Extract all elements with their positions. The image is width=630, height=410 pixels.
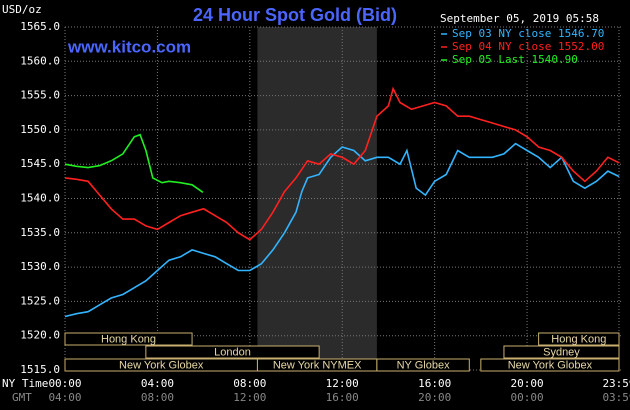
- x-row-label: GMT: [12, 391, 32, 404]
- legend-entry: Sep 03 NY close 1546.70: [452, 27, 604, 40]
- y-tick-label: 1550.0: [20, 123, 60, 136]
- session-bar: [145, 345, 320, 359]
- x-tick-label: 23:59: [602, 377, 630, 390]
- x-tick-label: 08:00: [233, 377, 266, 390]
- series-line: [64, 133, 204, 193]
- session-label: Hong Kong: [551, 333, 606, 345]
- y-tick-label: 1545.0: [20, 157, 60, 170]
- y-tick-label: 1525.0: [20, 294, 60, 307]
- gmt-tick-label: 03:59: [602, 391, 630, 404]
- plot-under: [64, 26, 623, 371]
- session-bar: [376, 358, 470, 372]
- session-bar: [64, 332, 193, 346]
- y-tick-label: 1515.0: [20, 363, 60, 376]
- session-label: New York Globex: [119, 359, 204, 371]
- session-bar: [480, 358, 620, 372]
- legend-entry: Sep 05 Last 1540.90: [452, 53, 578, 66]
- session-bar: [538, 332, 620, 346]
- y-tick-label: 1555.0: [20, 89, 60, 102]
- subtitle: www.kitco.com: [67, 37, 191, 56]
- gmt-tick-label: 20:00: [418, 391, 451, 404]
- session-label: London: [214, 346, 251, 358]
- x-tick-label: 00:00: [48, 377, 81, 390]
- gmt-tick-label: 04:00: [48, 391, 81, 404]
- timestamp: September 05, 2019 05:58: [440, 12, 599, 25]
- session-label: New York Globex: [508, 359, 593, 371]
- y-tick-label: 1565.0: [20, 20, 60, 33]
- series-line: [64, 142, 620, 318]
- y-tick-label: 1540.0: [20, 192, 60, 205]
- x-row-label: NY Time: [2, 377, 48, 390]
- session-label: Sydney: [543, 346, 580, 358]
- y-tick-label: 1520.0: [20, 329, 60, 342]
- gmt-tick-label: 08:00: [141, 391, 174, 404]
- x-tick-label: 04:00: [141, 377, 174, 390]
- session-label: Hong Kong: [101, 333, 156, 345]
- x-tick-label: 12:00: [326, 377, 359, 390]
- legend-entry: Sep 04 NY close 1552.00: [452, 40, 604, 53]
- gmt-tick-label: 12:00: [233, 391, 266, 404]
- y-tick-label: 1530.0: [20, 260, 60, 273]
- y-tick-label: 1535.0: [20, 226, 60, 239]
- x-tick-label: 20:00: [510, 377, 543, 390]
- x-tick-label: 16:00: [418, 377, 451, 390]
- gmt-tick-label: 16:00: [326, 391, 359, 404]
- series-line: [64, 86, 620, 241]
- gmt-tick-label: 00:00: [510, 391, 543, 404]
- y-tick-label: 1560.0: [20, 54, 60, 67]
- session-bar: [503, 345, 620, 359]
- chart-title: 24 Hour Spot Gold (Bid): [193, 5, 397, 25]
- session-label: New York NYMEX: [273, 359, 362, 371]
- session-label: NY Globex: [397, 359, 450, 371]
- y-axis-label: USD/oz: [2, 3, 42, 16]
